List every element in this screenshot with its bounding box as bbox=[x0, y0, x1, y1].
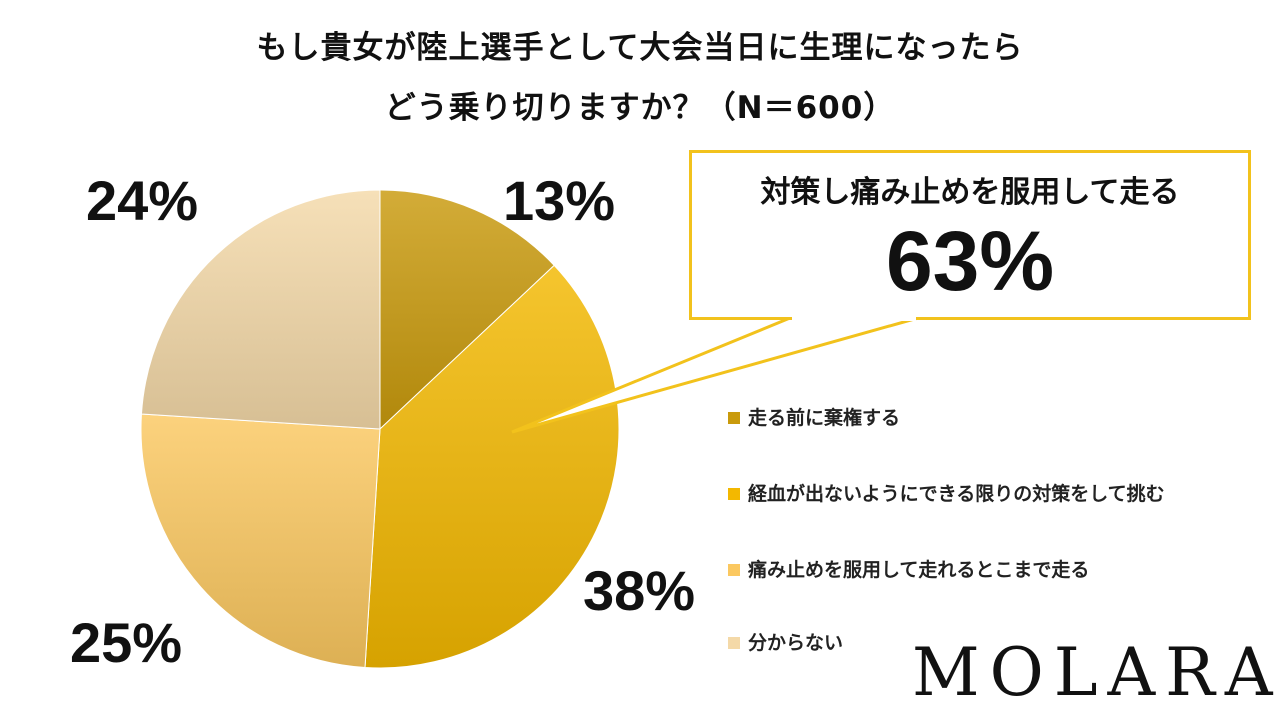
pie-slice-4 bbox=[140, 189, 381, 430]
molara-logo: MOLARA bbox=[912, 634, 1280, 711]
legend-item: 痛み止めを服用して走れるとこまで走る bbox=[728, 555, 1089, 582]
legend-swatch bbox=[728, 637, 740, 649]
callout-value: 63% bbox=[885, 214, 1055, 308]
callout-label: 対策し痛み止めを服用して走る bbox=[760, 175, 1180, 210]
data-label-slice-2: 38% bbox=[583, 559, 696, 622]
legend-item: 走る前に棄権する bbox=[728, 403, 900, 430]
legend-swatch bbox=[728, 412, 740, 424]
callout-joint bbox=[792, 315, 916, 321]
legend-label: 走る前に棄権する bbox=[748, 407, 901, 429]
legend-label: 痛み止めを服用して走れるとこまで走る bbox=[748, 559, 1090, 581]
pie-slice-2 bbox=[364, 264, 620, 669]
data-label-slice-4: 24% bbox=[86, 169, 199, 232]
data-label-slice-1: 13% bbox=[503, 169, 616, 232]
pie-slices bbox=[140, 189, 620, 669]
legend-swatch bbox=[728, 564, 740, 576]
legend-item: 経血が出ないようにできる限りの対策をして挑む bbox=[728, 479, 1165, 506]
callout-box: 対策し痛み止めを服用して走る 63% bbox=[689, 150, 1251, 320]
legend-item: 分からない bbox=[728, 628, 843, 655]
data-label-slice-3: 25% bbox=[70, 611, 183, 674]
pie-slice-1 bbox=[379, 189, 555, 431]
legend-swatch bbox=[728, 488, 740, 500]
chart-title-line2: どう乗り切りますか？（N＝600） bbox=[384, 90, 896, 126]
legend-label: 経血が出ないようにできる限りの対策をして挑む bbox=[748, 483, 1165, 505]
pie-slice-3 bbox=[140, 413, 381, 669]
chart-title-line1: もし貴女が陸上選手として大会当日に生理になったら bbox=[256, 30, 1024, 66]
legend-label: 分からない bbox=[748, 632, 844, 654]
